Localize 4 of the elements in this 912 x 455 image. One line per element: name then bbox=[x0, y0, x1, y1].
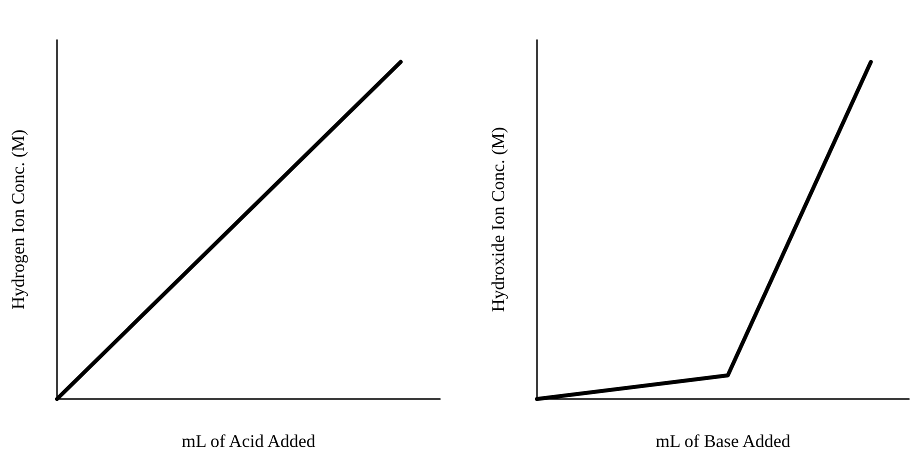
x-axis-title: mL of Base Added bbox=[656, 431, 790, 451]
y-axis-title: Hydrogen Ion Conc. (M) bbox=[8, 130, 28, 310]
x-axis-title: mL of Acid Added bbox=[182, 431, 316, 451]
y-axis-title: Hydroxide Ion Conc. (M) bbox=[488, 127, 508, 312]
